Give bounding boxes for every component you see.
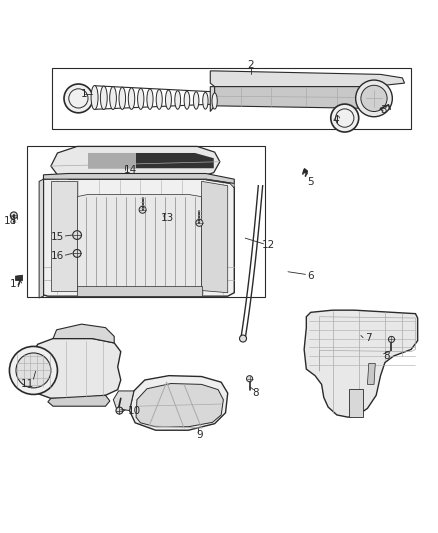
Polygon shape [113, 391, 134, 410]
Text: 14: 14 [124, 165, 137, 175]
Polygon shape [51, 147, 220, 179]
Text: 1: 1 [81, 90, 88, 100]
Circle shape [196, 220, 203, 227]
Text: 5: 5 [307, 177, 314, 187]
Polygon shape [77, 286, 201, 296]
Circle shape [11, 212, 17, 219]
Polygon shape [51, 181, 77, 290]
Polygon shape [43, 174, 234, 183]
Circle shape [139, 206, 146, 213]
Circle shape [73, 231, 81, 239]
Polygon shape [367, 364, 375, 384]
Ellipse shape [194, 92, 199, 109]
Ellipse shape [119, 87, 126, 109]
Circle shape [73, 249, 81, 257]
Ellipse shape [156, 90, 162, 109]
Polygon shape [349, 389, 363, 417]
Ellipse shape [128, 88, 135, 109]
Polygon shape [201, 181, 228, 293]
Polygon shape [210, 87, 215, 111]
Text: 8: 8 [252, 388, 259, 398]
Ellipse shape [175, 91, 180, 109]
Ellipse shape [166, 90, 171, 109]
Circle shape [389, 336, 395, 343]
Text: 2: 2 [247, 60, 254, 70]
Polygon shape [210, 71, 405, 87]
Ellipse shape [100, 86, 107, 109]
Polygon shape [136, 384, 223, 427]
Bar [27, 147, 265, 297]
Circle shape [303, 169, 307, 173]
Circle shape [331, 104, 359, 132]
Circle shape [240, 335, 247, 342]
Text: 8: 8 [383, 351, 390, 361]
Text: 16: 16 [51, 251, 64, 261]
Polygon shape [77, 195, 201, 290]
Text: 3: 3 [380, 105, 386, 115]
Polygon shape [43, 178, 234, 296]
Polygon shape [39, 179, 43, 298]
Polygon shape [48, 395, 110, 406]
Polygon shape [88, 153, 214, 168]
Bar [52, 68, 411, 129]
Circle shape [247, 376, 253, 382]
Ellipse shape [212, 93, 217, 109]
Polygon shape [130, 376, 228, 430]
Ellipse shape [91, 85, 98, 110]
Polygon shape [88, 153, 136, 168]
Text: 18: 18 [4, 216, 17, 225]
Text: 10: 10 [128, 407, 141, 416]
Circle shape [16, 353, 51, 388]
Text: 4: 4 [332, 115, 339, 125]
Text: 11: 11 [21, 378, 35, 389]
Ellipse shape [184, 91, 190, 109]
Circle shape [361, 85, 387, 111]
Ellipse shape [110, 87, 117, 109]
Ellipse shape [138, 88, 144, 109]
Polygon shape [215, 87, 372, 108]
Polygon shape [15, 275, 22, 280]
Text: 17: 17 [10, 279, 24, 289]
Ellipse shape [147, 89, 153, 109]
Circle shape [116, 407, 123, 414]
Ellipse shape [203, 92, 208, 109]
Circle shape [10, 346, 57, 394]
Text: 15: 15 [51, 232, 64, 242]
Text: 6: 6 [307, 271, 314, 281]
Polygon shape [53, 324, 114, 343]
Polygon shape [304, 310, 418, 417]
Text: 13: 13 [161, 213, 174, 223]
Polygon shape [32, 338, 121, 398]
Text: 7: 7 [365, 333, 371, 343]
Text: 12: 12 [262, 240, 276, 249]
Circle shape [356, 80, 392, 117]
Text: 9: 9 [196, 430, 203, 440]
Circle shape [64, 84, 93, 113]
Polygon shape [206, 179, 234, 188]
